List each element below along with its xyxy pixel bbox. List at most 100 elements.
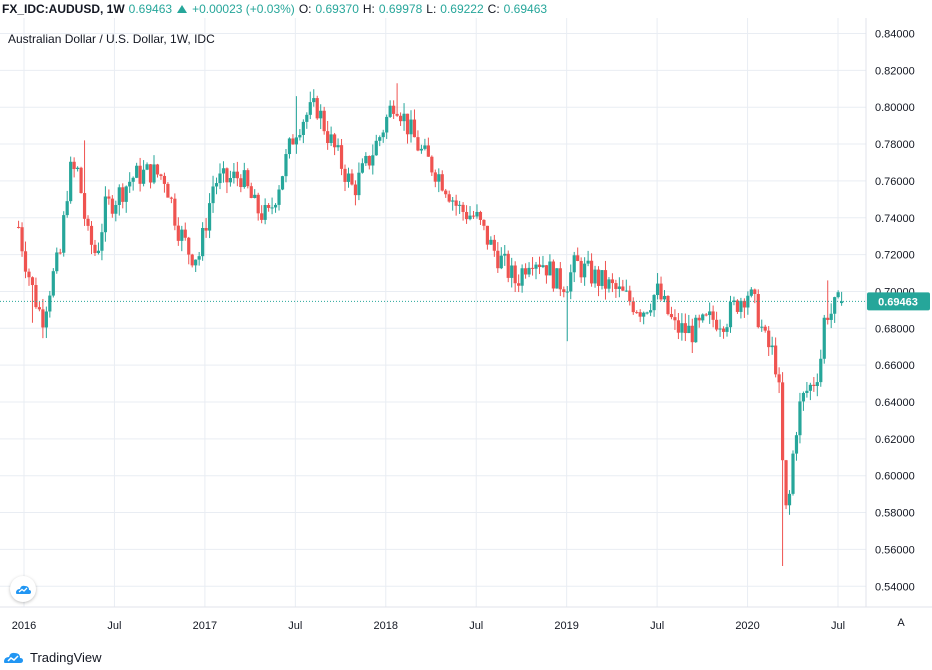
- candle-body: [718, 328, 722, 330]
- candle-body: [79, 167, 83, 194]
- candle-body: [357, 172, 361, 196]
- candle-body: [16, 226, 21, 228]
- candle-body: [551, 261, 555, 289]
- candle-body: [662, 295, 667, 300]
- candle-body: [93, 244, 97, 254]
- candle-body: [732, 300, 736, 302]
- candle-body: [576, 255, 580, 261]
- candle-body: [777, 374, 781, 383]
- candle-body: [749, 289, 753, 296]
- tradingview-brand[interactable]: TradingView: [2, 648, 102, 666]
- candle-body: [833, 297, 837, 314]
- candle-body: [690, 325, 694, 343]
- candle-body: [128, 181, 132, 187]
- candle-body: [332, 134, 337, 148]
- candle-body: [423, 145, 427, 149]
- candle-body: [117, 187, 121, 206]
- candle-body: [235, 171, 239, 179]
- candle-body: [430, 156, 434, 173]
- candle-body: [541, 265, 545, 268]
- candle-body: [114, 205, 118, 214]
- candle-body: [464, 211, 469, 220]
- candle-body: [367, 155, 371, 166]
- candle-body: [655, 283, 660, 296]
- candle-body: [666, 295, 670, 315]
- candlestick-series: [16, 83, 844, 566]
- candle-body: [312, 98, 316, 103]
- candle-body: [388, 105, 392, 117]
- price-tick-label: 0.82000: [875, 65, 915, 77]
- price-tick-label: 0.80000: [875, 102, 915, 114]
- candle-body: [603, 270, 608, 289]
- candle-body: [89, 225, 94, 245]
- candle-body: [256, 194, 260, 214]
- candle-body: [82, 193, 87, 219]
- candle-body: [44, 311, 48, 328]
- candle-body: [190, 254, 194, 266]
- candle-body: [649, 310, 653, 313]
- candle-body: [721, 328, 726, 332]
- candle-body: [659, 283, 663, 300]
- time-axis: 2016 Jul 2017 Jul 2018 Jul 2019 Jul 2020 Jul: [12, 620, 845, 632]
- candle-body: [492, 239, 496, 251]
- candle-body: [694, 317, 698, 343]
- candle-body: [784, 460, 788, 506]
- candle-body: [308, 102, 312, 115]
- close-label: C:: [487, 2, 500, 16]
- candle-body: [621, 286, 625, 291]
- candle-body: [614, 283, 618, 289]
- symbol-name[interactable]: FX_IDC:AUDUSD, 1W: [2, 2, 125, 16]
- candle-body: [291, 138, 295, 145]
- candle-body: [600, 270, 604, 286]
- candle-body: [801, 393, 806, 402]
- candle-body: [791, 453, 795, 494]
- candle-body: [416, 137, 420, 151]
- candle-body: [687, 325, 691, 334]
- open-label: O:: [298, 2, 312, 16]
- candle-body: [187, 237, 191, 255]
- candle-body: [385, 116, 389, 133]
- price-tick-label: 0.66000: [875, 360, 915, 372]
- candle-body: [527, 267, 531, 275]
- candle-body: [287, 138, 292, 155]
- candle-body: [642, 312, 646, 317]
- price-tick-label: 0.62000: [875, 434, 915, 446]
- auto-scale-button[interactable]: A: [897, 617, 905, 629]
- candle-body: [409, 119, 413, 135]
- price-tick-label: 0.56000: [875, 544, 915, 556]
- candle-body: [402, 113, 406, 122]
- candle-body: [485, 225, 489, 245]
- candle-body: [27, 271, 31, 278]
- candle-body: [669, 314, 674, 318]
- candle-body: [72, 161, 76, 170]
- candle-body: [523, 268, 528, 275]
- candle-body: [214, 183, 219, 187]
- price-axis: 0.84000 0.82000 0.80000 0.78000 0.76000 0.740…: [875, 29, 915, 594]
- candle-body: [405, 113, 410, 135]
- candle-body: [537, 264, 542, 268]
- price-tick-label: 0.76000: [875, 176, 915, 188]
- open-value: 0.69370: [315, 2, 359, 16]
- candle-body: [426, 145, 430, 157]
- candle-body: [506, 253, 510, 278]
- candle-body: [138, 165, 142, 184]
- candle-body: [305, 114, 309, 122]
- time-tick-label: Jul: [469, 620, 483, 632]
- price-tick-label: 0.54000: [875, 581, 915, 593]
- chart-title: Australian Dollar / U.S. Dollar, 1W, IDC: [8, 32, 215, 46]
- candle-body: [478, 211, 483, 220]
- tradingview-logo-icon: [4, 652, 23, 663]
- candle-body: [23, 251, 28, 272]
- up-arrow-icon: [177, 5, 188, 13]
- candle-body: [767, 330, 771, 348]
- last-price-marker: 0.69463: [0, 292, 930, 311]
- candle-body: [374, 140, 378, 156]
- candle-body: [218, 173, 222, 184]
- candle-body: [829, 313, 833, 320]
- candle-body: [787, 493, 792, 506]
- candle-body: [433, 172, 437, 182]
- candle-body: [808, 384, 812, 391]
- tradingview-logo-button[interactable]: [10, 576, 36, 602]
- candle-body: [315, 98, 319, 119]
